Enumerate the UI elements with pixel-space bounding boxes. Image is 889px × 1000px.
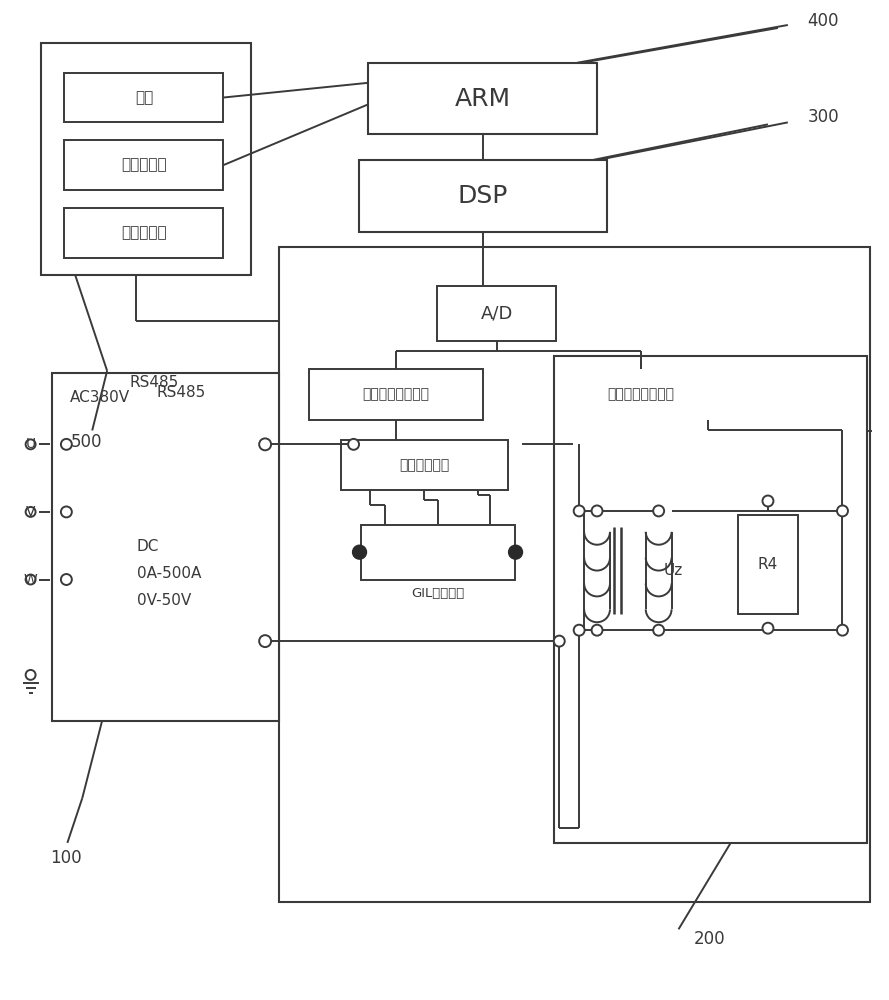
Text: W: W bbox=[24, 573, 37, 587]
Text: 400: 400 bbox=[808, 12, 839, 30]
Text: 500: 500 bbox=[70, 433, 102, 451]
Text: 0A-500A: 0A-500A bbox=[137, 566, 201, 581]
Circle shape bbox=[61, 439, 72, 450]
Text: AC380V: AC380V bbox=[70, 390, 131, 405]
Text: RS485: RS485 bbox=[156, 385, 206, 400]
Bar bbox=[358, 160, 607, 232]
Bar bbox=[555, 369, 728, 420]
Text: GIL回路电阵: GIL回路电阵 bbox=[411, 587, 464, 600]
Circle shape bbox=[61, 506, 72, 517]
Text: DC: DC bbox=[137, 539, 159, 554]
Text: R4: R4 bbox=[757, 557, 778, 572]
Bar bbox=[361, 525, 515, 580]
Circle shape bbox=[260, 438, 271, 450]
Circle shape bbox=[573, 505, 585, 516]
Bar bbox=[368, 63, 597, 134]
Text: DSP: DSP bbox=[458, 184, 508, 208]
Bar bbox=[64, 208, 223, 258]
Circle shape bbox=[837, 505, 848, 516]
Text: 第二增益放大电路: 第二增益放大电路 bbox=[608, 388, 675, 402]
Circle shape bbox=[26, 507, 36, 517]
Circle shape bbox=[591, 625, 603, 636]
Circle shape bbox=[837, 625, 848, 636]
Text: U: U bbox=[26, 437, 36, 451]
Text: 液晶显示器: 液晶显示器 bbox=[121, 158, 167, 173]
Text: 键盘: 键盘 bbox=[135, 90, 153, 105]
Circle shape bbox=[554, 636, 565, 647]
Bar bbox=[437, 286, 557, 341]
Text: V: V bbox=[26, 505, 36, 519]
Text: 第一增益放大电路: 第一增益放大电路 bbox=[363, 388, 429, 402]
Circle shape bbox=[26, 670, 36, 680]
Bar bbox=[64, 140, 223, 190]
Bar bbox=[64, 73, 223, 122]
Bar bbox=[308, 369, 483, 420]
Circle shape bbox=[26, 575, 36, 584]
Circle shape bbox=[763, 623, 773, 634]
Text: 300: 300 bbox=[808, 108, 839, 126]
Circle shape bbox=[61, 574, 72, 585]
Circle shape bbox=[260, 635, 271, 647]
Bar bbox=[340, 440, 508, 490]
Text: 200: 200 bbox=[693, 930, 725, 948]
Text: Uz: Uz bbox=[663, 563, 683, 578]
Circle shape bbox=[763, 496, 773, 506]
Text: 100: 100 bbox=[51, 849, 82, 867]
Bar bbox=[555, 356, 868, 843]
Text: RS485: RS485 bbox=[130, 375, 180, 390]
Circle shape bbox=[653, 505, 664, 516]
Circle shape bbox=[348, 439, 359, 450]
Text: ARM: ARM bbox=[454, 87, 511, 111]
Bar bbox=[738, 515, 797, 614]
Text: 0V-50V: 0V-50V bbox=[137, 593, 191, 608]
Bar bbox=[52, 373, 279, 721]
Bar bbox=[279, 247, 870, 902]
Circle shape bbox=[653, 625, 664, 636]
Bar bbox=[41, 43, 252, 275]
Text: 数据存储器: 数据存储器 bbox=[121, 225, 167, 240]
Text: A/D: A/D bbox=[480, 305, 513, 323]
Circle shape bbox=[573, 625, 585, 636]
Text: 电压保护电路: 电压保护电路 bbox=[399, 458, 449, 472]
Circle shape bbox=[509, 545, 523, 559]
Circle shape bbox=[591, 505, 603, 516]
Circle shape bbox=[353, 545, 366, 559]
Circle shape bbox=[26, 439, 36, 449]
